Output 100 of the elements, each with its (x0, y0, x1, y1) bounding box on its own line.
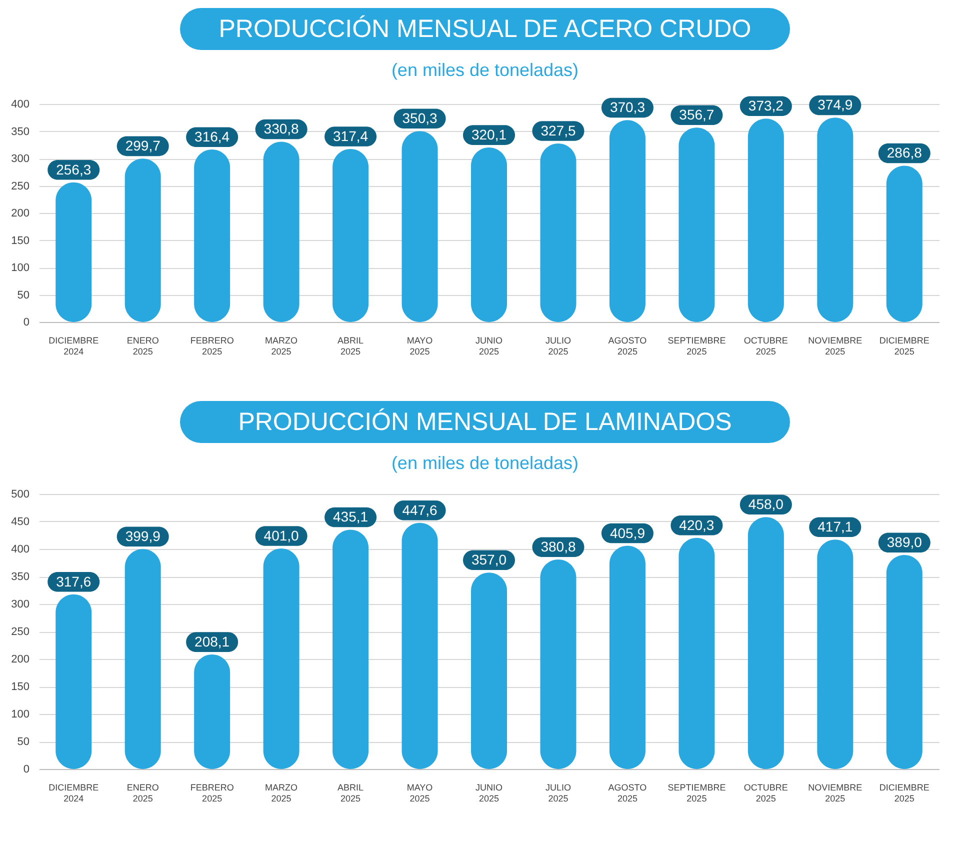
bar (332, 149, 369, 322)
data-label: 380,8 (540, 538, 576, 555)
data-label: 373,2 (748, 98, 784, 114)
y-tick-label: 400 (11, 544, 30, 556)
bar (402, 522, 438, 769)
data-label: 435,1 (333, 508, 368, 525)
y-tick-label: 50 (17, 736, 30, 748)
bar (402, 131, 438, 322)
bar (886, 166, 922, 322)
data-label: 357,0 (471, 552, 507, 568)
x-tick-label: JUNIO 2025 (476, 782, 502, 804)
bar (609, 120, 646, 322)
y-tick-label: 0 (23, 764, 30, 776)
data-label: 356,7 (679, 106, 714, 123)
x-tick-label: OCTUBRE 2025 (744, 782, 788, 804)
data-label: 350,3 (402, 110, 438, 126)
data-label: 399,9 (125, 528, 161, 544)
chart-subtitle: (en miles de toneladas) (390, 453, 580, 474)
chart-title: PRODUCCIÓN MENSUAL DE LAMINADOS (180, 401, 790, 443)
x-tick-label: SEPTIEMBRE 2025 (668, 782, 726, 804)
data-label: 208,1 (194, 634, 230, 650)
data-label: 320,1 (471, 126, 507, 143)
bar (886, 555, 922, 769)
data-label: 458,0 (748, 496, 784, 512)
y-tick-label: 500 (11, 488, 30, 500)
bar (748, 517, 784, 769)
y-tick-label: 250 (11, 626, 30, 638)
data-label: 317,6 (56, 573, 92, 590)
bar (609, 546, 646, 769)
x-tick-label: JUNIO 2025 (476, 336, 502, 356)
y-tick-label: 250 (11, 180, 30, 192)
y-tick-label: 150 (11, 234, 30, 247)
data-label: 286,8 (886, 144, 922, 161)
x-tick-label: MARZO 2025 (265, 782, 298, 804)
y-tick-label: 200 (11, 208, 30, 220)
x-tick-label: AGOSTO 2025 (608, 336, 647, 356)
y-tick-label: 200 (11, 654, 30, 666)
chart-title: PRODUCCIÓN MENSUAL DE ACERO CRUDO (180, 8, 790, 50)
y-tick-label: 300 (11, 153, 30, 165)
x-tick-label: NOVIEMBRE 2025 (808, 782, 862, 804)
x-tick-label: JULIO 2025 (545, 782, 571, 804)
x-tick-label: SEPTIEMBRE 2025 (668, 336, 726, 356)
chart-subtitle: (en miles de toneladas) (390, 60, 580, 81)
x-tick-label: ENERO 2025 (126, 782, 159, 804)
data-label: 405,9 (610, 524, 646, 541)
data-label: 316,4 (194, 128, 230, 145)
bar (194, 654, 230, 769)
x-tick-label: JULIO 2025 (545, 336, 571, 356)
bar (678, 128, 715, 322)
data-label: 401,0 (264, 527, 300, 544)
data-label: 374,9 (818, 96, 853, 113)
x-tick-label: MARZO 2025 (265, 336, 298, 356)
bar (748, 118, 784, 322)
data-label: 317,4 (333, 128, 368, 144)
x-tick-label: DICIEMBRE 2024 (48, 782, 99, 804)
bar (471, 572, 507, 769)
x-tick-label: DICIEMBRE 2025 (879, 782, 930, 804)
data-label: 327,5 (540, 122, 576, 139)
x-tick-label: NOVIEMBRE 2025 (808, 336, 862, 356)
bar (263, 548, 300, 769)
y-tick-label: 0 (23, 316, 30, 328)
bar (194, 150, 230, 322)
bar (56, 182, 92, 322)
x-tick-label: DICIEMBRE 2025 (879, 336, 930, 356)
y-tick-label: 50 (17, 289, 30, 302)
data-label: 330,8 (264, 120, 300, 137)
bar (817, 118, 854, 322)
bar (124, 158, 161, 322)
y-tick-label: 400 (11, 98, 30, 110)
x-tick-label: MAYO 2025 (406, 336, 433, 356)
x-tick-label: ABRIL 2025 (338, 336, 364, 356)
x-tick-label: FEBRERO 2025 (190, 782, 234, 804)
data-label: 420,3 (679, 516, 714, 533)
bar (540, 560, 576, 769)
y-tick-label: 100 (11, 708, 30, 720)
x-tick-label: MAYO 2025 (406, 782, 433, 804)
bar (817, 540, 854, 769)
x-tick-label: FEBRERO 2025 (190, 336, 234, 356)
bar (56, 594, 92, 769)
x-tick-label: ABRIL 2025 (338, 782, 364, 804)
bar (263, 142, 300, 322)
bar (678, 538, 715, 769)
data-label: 417,1 (818, 518, 853, 535)
data-label: 447,6 (402, 502, 438, 518)
x-tick-label: ENERO 2025 (126, 336, 159, 356)
bar (540, 144, 576, 322)
x-tick-label: OCTUBRE 2025 (744, 336, 788, 356)
data-label: 370,3 (610, 99, 646, 116)
data-label: 256,3 (56, 161, 92, 178)
x-tick-label: AGOSTO 2025 (608, 782, 647, 804)
y-tick-label: 100 (11, 262, 30, 274)
y-tick-label: 450 (11, 516, 30, 528)
data-label: 389,0 (886, 534, 922, 550)
x-tick-label: DICIEMBRE 2024 (48, 336, 99, 356)
y-tick-label: 150 (11, 681, 30, 693)
bar (471, 148, 507, 322)
y-tick-label: 350 (11, 571, 30, 583)
y-tick-label: 300 (11, 598, 30, 610)
bar (124, 549, 161, 769)
bar (332, 530, 369, 769)
